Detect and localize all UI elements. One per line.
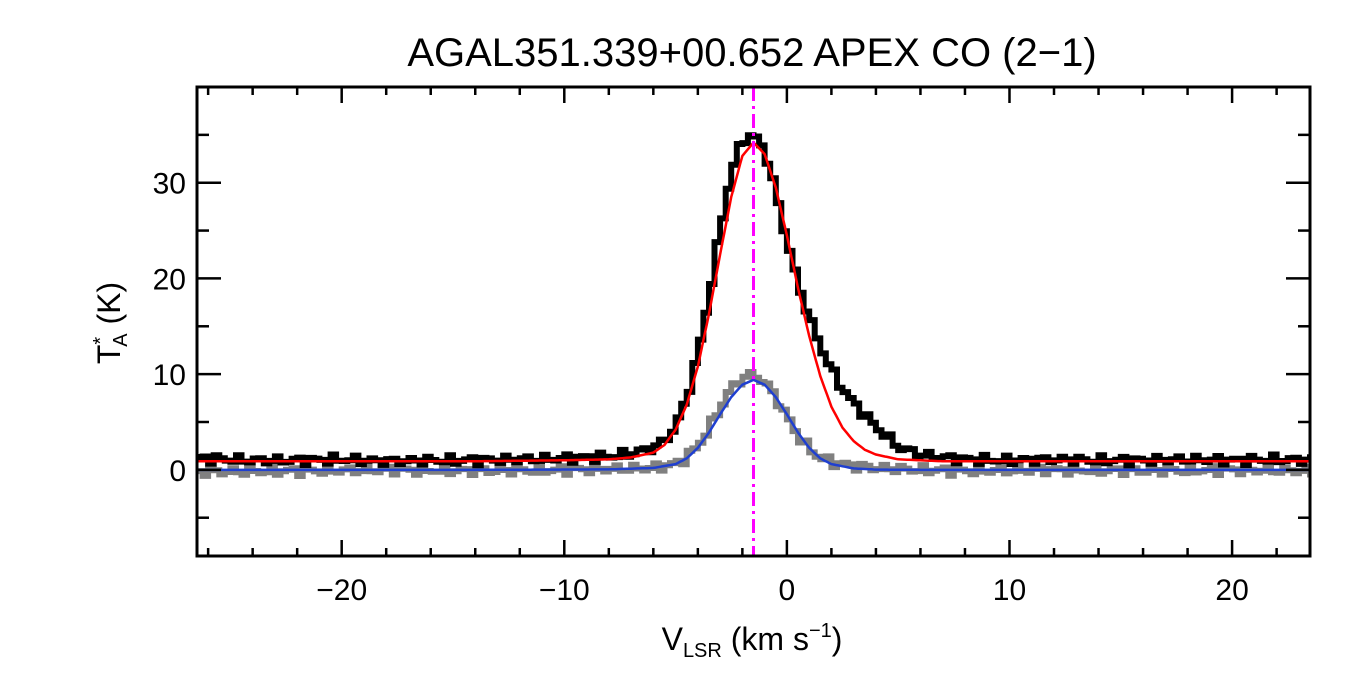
x-tick-label: −20 (316, 574, 367, 607)
x-tick-label: 20 (1215, 574, 1248, 607)
x-tick-label: 0 (779, 574, 796, 607)
x-tick-label: −10 (539, 574, 590, 607)
x-axis-label: VLSR (km s−1) (662, 620, 843, 662)
series-3-fit-line (197, 378, 1310, 472)
x-tick-label: 10 (993, 574, 1026, 607)
plot-frame (195, 85, 1312, 558)
series-0-histogram (197, 132, 1310, 469)
y-tick-label: 30 (153, 168, 186, 201)
series-layer (197, 87, 1310, 556)
y-tick-label: 0 (169, 455, 186, 488)
y-tick-label: 20 (153, 263, 186, 296)
chart-title: AGAL351.339+00.652 APEX CO (2−1) (407, 31, 1096, 75)
y-tick-label: 10 (153, 359, 186, 392)
y-axis-label: T*A (K) (90, 282, 132, 364)
